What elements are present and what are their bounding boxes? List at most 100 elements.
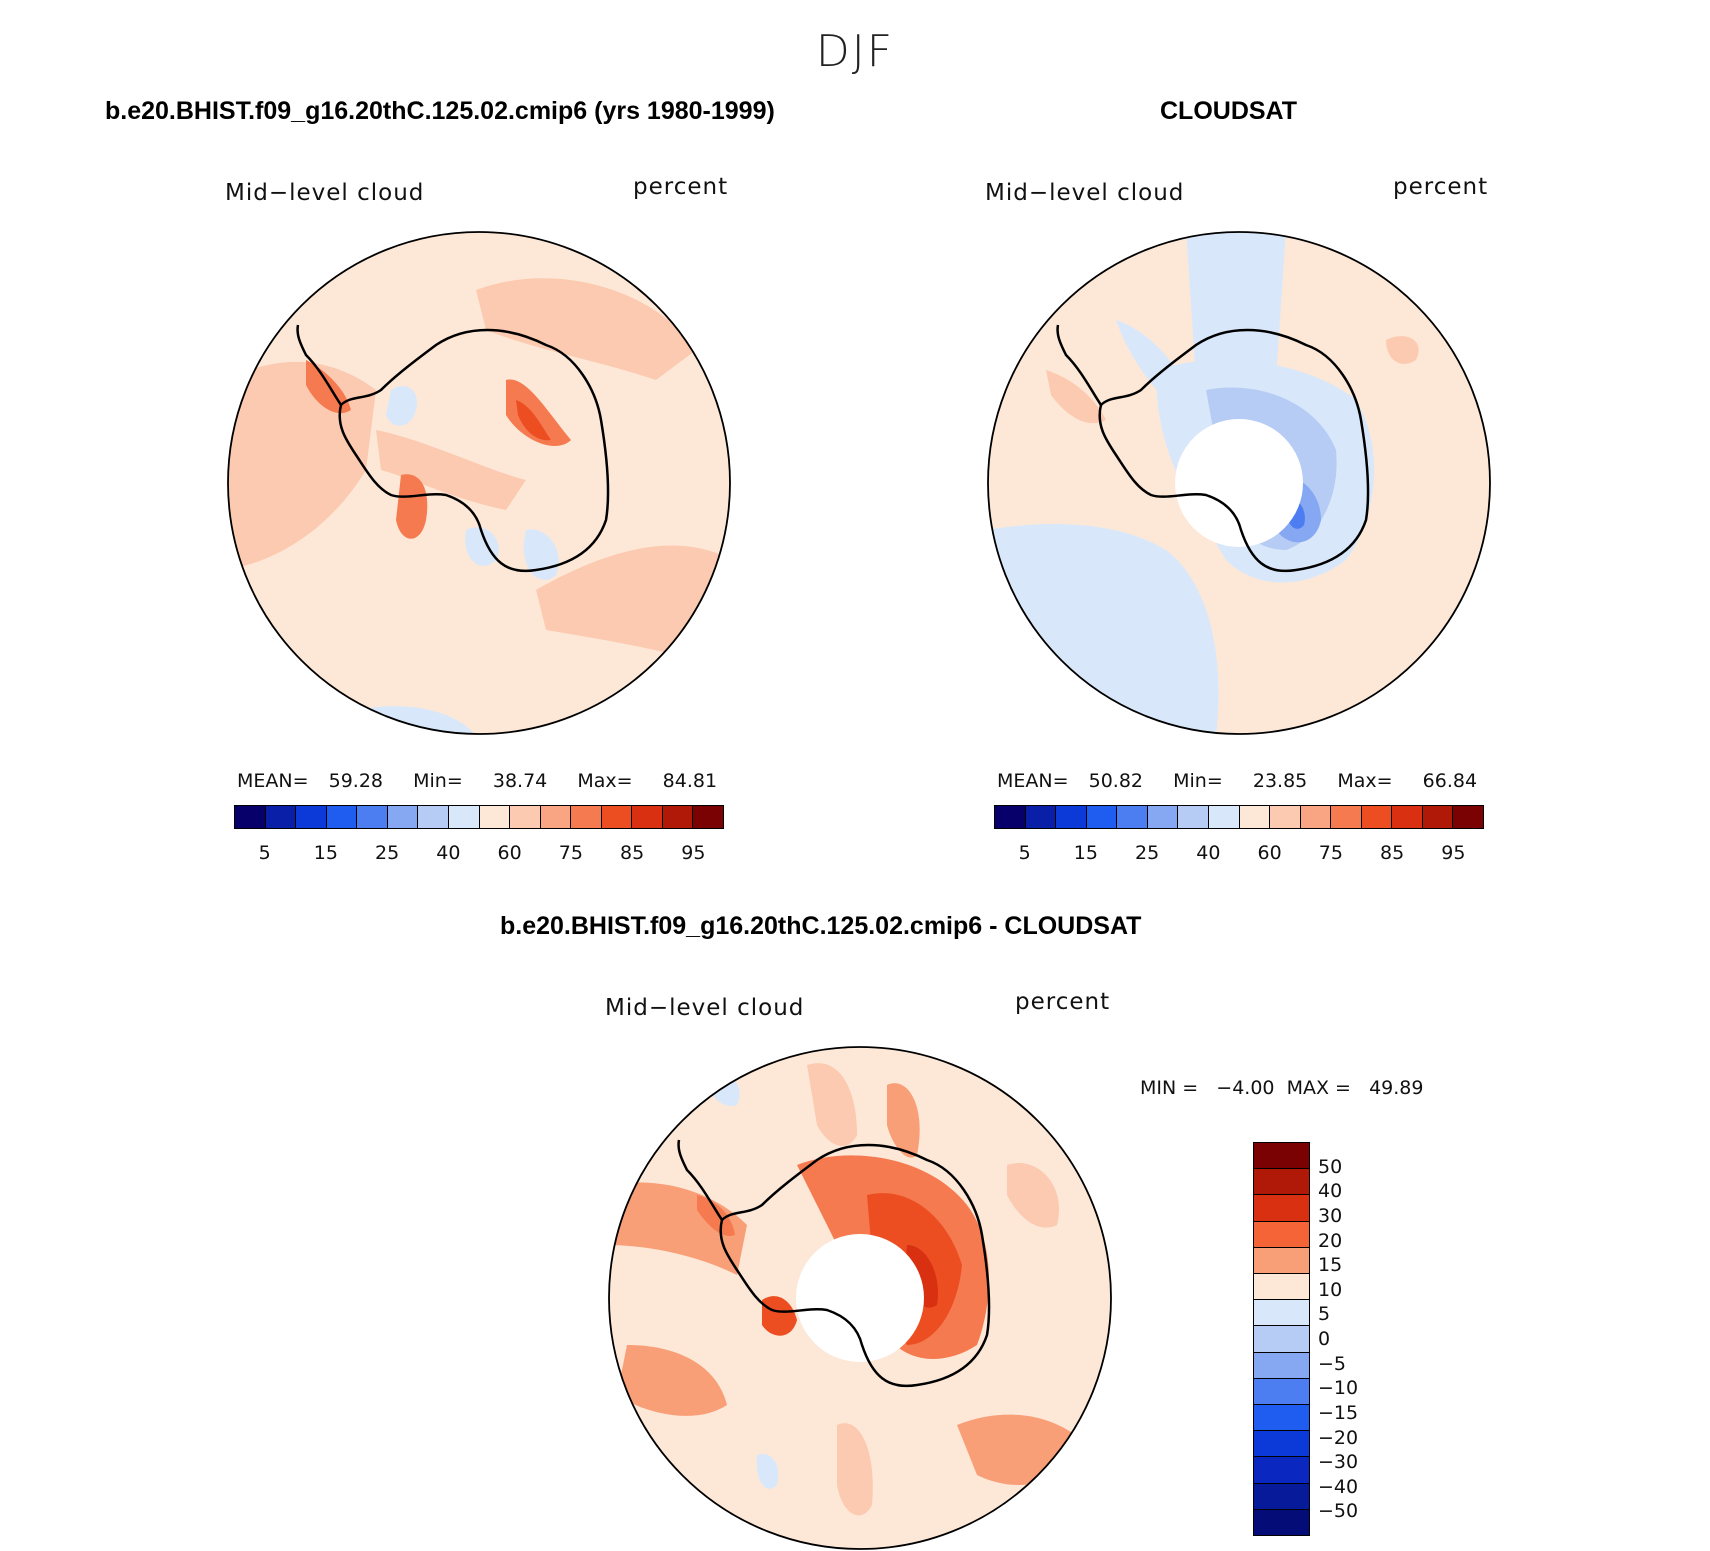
colorbar-swatch xyxy=(1147,806,1179,828)
panel-left-stats: MEAN= 59.28 Min= 38.74 Max= 84.81 xyxy=(237,770,717,792)
panel-right-title: CLOUDSAT xyxy=(1160,97,1298,125)
map-left-region xyxy=(386,386,417,426)
colorbar-swatch xyxy=(1300,806,1332,828)
map-right-boundary xyxy=(987,231,1491,735)
colorbar-swatch xyxy=(1254,1221,1309,1248)
antarctic-peninsula-coastline xyxy=(296,324,343,406)
colorbar-tick-label: 5 xyxy=(258,842,271,864)
colorbar-swatch xyxy=(357,806,388,828)
map-left-region xyxy=(476,278,696,380)
colorbar-diff xyxy=(1253,1142,1310,1536)
max-label: Max= xyxy=(1337,770,1393,792)
map-diff-region xyxy=(617,1345,727,1416)
map-left-boundary xyxy=(227,231,731,735)
map-diff-missing-pole xyxy=(796,1234,924,1362)
map-left-region xyxy=(396,474,428,539)
colorbar-swatch xyxy=(662,806,694,828)
mean-label: MEAN= xyxy=(237,770,309,792)
map-right-region xyxy=(1386,336,1419,364)
map-right-missing-pole xyxy=(1175,419,1303,547)
colorbar-swatch xyxy=(1422,806,1454,828)
panel-right-units: percent xyxy=(1393,174,1489,200)
max-value: 84.81 xyxy=(662,770,718,792)
colorbar-tick-label: −15 xyxy=(1318,1401,1359,1424)
panel-diff-title: b.e20.BHIST.f09_g16.20thC.125.02.cmip6 -… xyxy=(500,912,1142,940)
map-diff-region xyxy=(697,1195,735,1236)
map-diff-region xyxy=(887,1083,920,1158)
map-diff-region xyxy=(1007,1163,1059,1228)
panel-diff-units: percent xyxy=(1015,989,1111,1015)
panel-diff-variable: Mid−level cloud xyxy=(605,995,805,1021)
colorbar-tick-label: 40 xyxy=(436,842,461,864)
map-left-region xyxy=(376,430,526,510)
panel-diff-minmax: MIN = −4.00 MAX = 49.89 xyxy=(1140,1077,1424,1099)
mean-value: 59.28 xyxy=(328,770,384,792)
colorbar-swatch xyxy=(235,806,266,828)
colorbar-swatch xyxy=(601,806,633,828)
colorbar-tick-label: 95 xyxy=(1441,842,1466,864)
colorbar-swatch xyxy=(995,806,1026,828)
colorbar-tick-label: 60 xyxy=(497,842,522,864)
colorbar-swatch xyxy=(418,806,449,828)
colorbar-swatch xyxy=(1117,806,1148,828)
panel-left-title: b.e20.BHIST.f09_g16.20thC.125.02.cmip6 (… xyxy=(105,97,775,125)
colorbar-swatch xyxy=(296,806,327,828)
colorbar-tick-label: −50 xyxy=(1318,1500,1359,1523)
colorbar-left-ticks: 5 15 25 40 60 75 85 95 xyxy=(234,842,724,868)
colorbar-tick-label: 10 xyxy=(1318,1278,1343,1301)
colorbar-swatch xyxy=(1254,1195,1309,1222)
colorbar-tick-label: −30 xyxy=(1318,1451,1359,1474)
colorbar-swatch xyxy=(1178,806,1209,828)
colorbar-swatch xyxy=(693,806,723,828)
colorbar-swatch xyxy=(1254,1431,1309,1458)
colorbar-tick-label: 85 xyxy=(1380,842,1405,864)
colorbar-swatch xyxy=(1254,1457,1309,1484)
panel-left-variable: Mid−level cloud xyxy=(225,180,425,206)
colorbar-swatch xyxy=(326,806,358,828)
colorbar-swatch xyxy=(1254,1143,1309,1170)
mean-value: 50.82 xyxy=(1088,770,1144,792)
panel-left-units: percent xyxy=(633,174,729,200)
map-left xyxy=(227,231,731,735)
colorbar-diff-ticks: 50 40 30 20 15 10 5 0 −5 −10 −15 −20 −30 −40 −50 xyxy=(1318,1142,1398,1536)
colorbar-swatch xyxy=(1392,806,1423,828)
colorbar-right xyxy=(994,805,1484,829)
colorbar-swatch xyxy=(448,806,480,828)
colorbar-left xyxy=(234,805,724,829)
colorbar-swatch xyxy=(1254,1247,1309,1275)
colorbar-swatch xyxy=(1254,1483,1309,1510)
colorbar-swatch xyxy=(1254,1405,1309,1432)
colorbar-swatch xyxy=(1361,806,1393,828)
colorbar-swatch xyxy=(1254,1300,1309,1327)
map-left-region xyxy=(516,400,551,441)
colorbar-tick-label: 40 xyxy=(1196,842,1221,864)
figure-title: DJF xyxy=(815,26,895,77)
colorbar-tick-label: 5 xyxy=(1018,842,1031,864)
colorbar-tick-label: 15 xyxy=(1318,1254,1343,1277)
colorbar-swatch xyxy=(540,806,572,828)
antarctic-peninsula-coastline xyxy=(1056,324,1103,406)
max-label: Max= xyxy=(577,770,633,792)
colorbar-tick-label: −40 xyxy=(1318,1475,1359,1498)
map-diff-region xyxy=(762,1296,797,1336)
colorbar-tick-label: 50 xyxy=(1318,1155,1343,1178)
map-diff xyxy=(608,1046,1112,1550)
mean-label: MEAN= xyxy=(997,770,1069,792)
map-diff-region xyxy=(807,1063,857,1146)
map-left-region xyxy=(506,379,571,446)
max-value: 66.84 xyxy=(1422,770,1478,792)
colorbar-swatch xyxy=(1453,806,1483,828)
colorbar-tick-label: −5 xyxy=(1318,1352,1347,1375)
map-right xyxy=(987,231,1491,735)
colorbar-swatch xyxy=(1254,1326,1309,1353)
colorbar-tick-label: 75 xyxy=(558,842,583,864)
colorbar-swatch xyxy=(1254,1169,1309,1196)
colorbar-swatch xyxy=(1056,806,1087,828)
colorbar-tick-label: 20 xyxy=(1318,1229,1343,1252)
colorbar-swatch xyxy=(1254,1352,1309,1379)
colorbar-swatch xyxy=(1331,806,1362,828)
colorbar-tick-label: 95 xyxy=(681,842,706,864)
colorbar-swatch xyxy=(1270,806,1301,828)
colorbar-tick-label: 15 xyxy=(313,842,338,864)
map-diff-region xyxy=(756,1454,779,1489)
